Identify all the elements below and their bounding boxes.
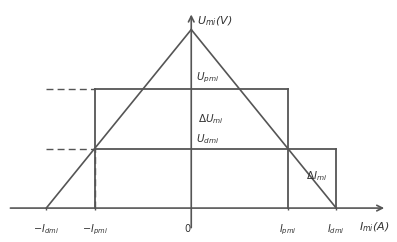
Text: $I_{pmi}$: $I_{pmi}$ (279, 222, 297, 237)
Text: $0$: $0$ (184, 222, 191, 234)
Text: $U_{dmi}$: $U_{dmi}$ (196, 132, 220, 146)
Text: $-I_{pmi}$: $-I_{pmi}$ (82, 222, 108, 237)
Text: $I_{mi}$(A): $I_{mi}$(A) (359, 220, 389, 234)
Text: $\Delta U_{mi}$: $\Delta U_{mi}$ (198, 112, 224, 126)
Text: $U_{pmi}$: $U_{pmi}$ (196, 71, 220, 85)
Text: $U_{mi}$(V): $U_{mi}$(V) (197, 14, 232, 28)
Text: $-I_{dmi}$: $-I_{dmi}$ (33, 222, 59, 236)
Text: $\Delta I_{mi}$: $\Delta I_{mi}$ (306, 169, 328, 183)
Text: $I_{dmi}$: $I_{dmi}$ (328, 222, 345, 236)
